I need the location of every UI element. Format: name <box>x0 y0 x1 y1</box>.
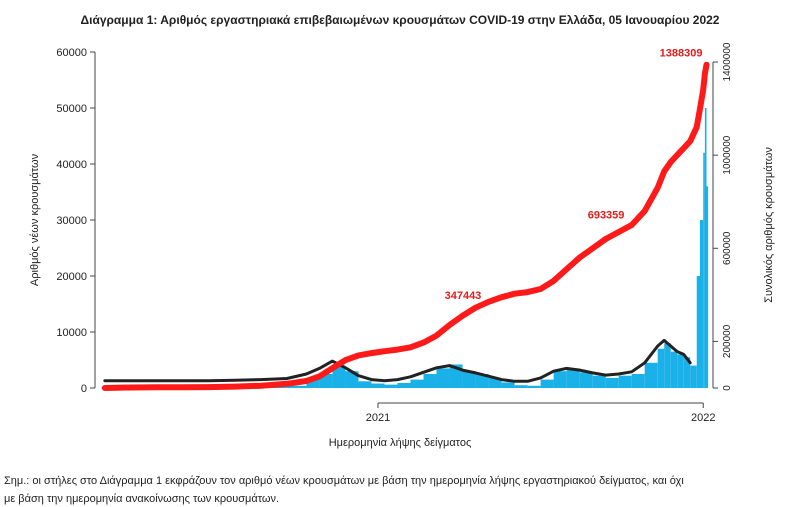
y-tick-label: 20000 <box>56 271 87 283</box>
annotation: 347443 <box>445 290 482 302</box>
bar <box>488 377 502 388</box>
bar <box>371 383 385 388</box>
bar <box>657 348 665 388</box>
y-tick-label: 30000 <box>56 215 87 227</box>
y-axis-title: Αριθμός νέων κρουσμάτων <box>29 153 41 286</box>
x-tick-label: 2022 <box>691 412 715 424</box>
bar <box>423 374 437 388</box>
y-tick-label: 0 <box>81 383 87 395</box>
bar <box>704 108 707 388</box>
bar <box>690 365 697 388</box>
y2-tick-label: 1400000 <box>722 42 733 81</box>
bar <box>703 152 705 388</box>
bar <box>436 368 450 388</box>
bar <box>566 368 580 388</box>
y-tick-label: 10000 <box>56 327 87 339</box>
bar <box>540 379 554 388</box>
average-line <box>103 338 692 383</box>
y2-tick-label: 1000000 <box>722 135 733 174</box>
annotation: 693359 <box>588 210 625 222</box>
bar <box>592 375 606 388</box>
bar <box>664 343 671 388</box>
bar <box>696 276 700 388</box>
y2-axis-title: Συνολικός αριθμός κρουσμάτων <box>763 147 775 303</box>
bar <box>286 385 307 388</box>
annotation: 1388309 <box>660 48 703 60</box>
bar <box>397 382 411 388</box>
note: Σημ.: οι στήλες στο Διάγραμμα 1 εκφράζου… <box>4 475 684 487</box>
cumulative-line <box>101 61 710 391</box>
bar <box>670 351 678 388</box>
y-tick-label: 50000 <box>56 103 87 115</box>
chart-title: Διάγραμμα 1: Αριθμός εργαστηριακά επιβεβ… <box>81 13 720 27</box>
note: με βάση την ημερομηνία ανακοίνωσης των κ… <box>4 493 279 505</box>
bar <box>514 385 528 388</box>
bar <box>384 384 398 388</box>
bar <box>332 365 346 388</box>
bar <box>605 377 619 388</box>
y-tick-label: 40000 <box>56 159 87 171</box>
bar <box>306 379 320 388</box>
bar <box>553 371 567 388</box>
bar <box>683 357 691 388</box>
y2-tick-label: 600000 <box>722 231 733 265</box>
y2-tick-label: 0 <box>722 385 733 391</box>
x-tick-label: 2021 <box>366 412 390 424</box>
bar <box>410 379 424 388</box>
bar <box>631 374 645 388</box>
bar <box>677 354 684 388</box>
bar <box>699 220 704 388</box>
bar <box>527 385 541 388</box>
bar <box>579 372 593 388</box>
y-tick-label: 60000 <box>56 47 87 59</box>
bar <box>706 186 709 388</box>
bar <box>644 362 658 388</box>
bar <box>501 382 515 388</box>
y2-tick-label: 200000 <box>722 324 733 358</box>
x-axis-title: Ημερομηνία λήψης δείγματος <box>329 437 472 449</box>
bar <box>475 374 489 388</box>
bar <box>462 371 476 388</box>
bar <box>618 375 632 388</box>
bar <box>358 381 372 388</box>
